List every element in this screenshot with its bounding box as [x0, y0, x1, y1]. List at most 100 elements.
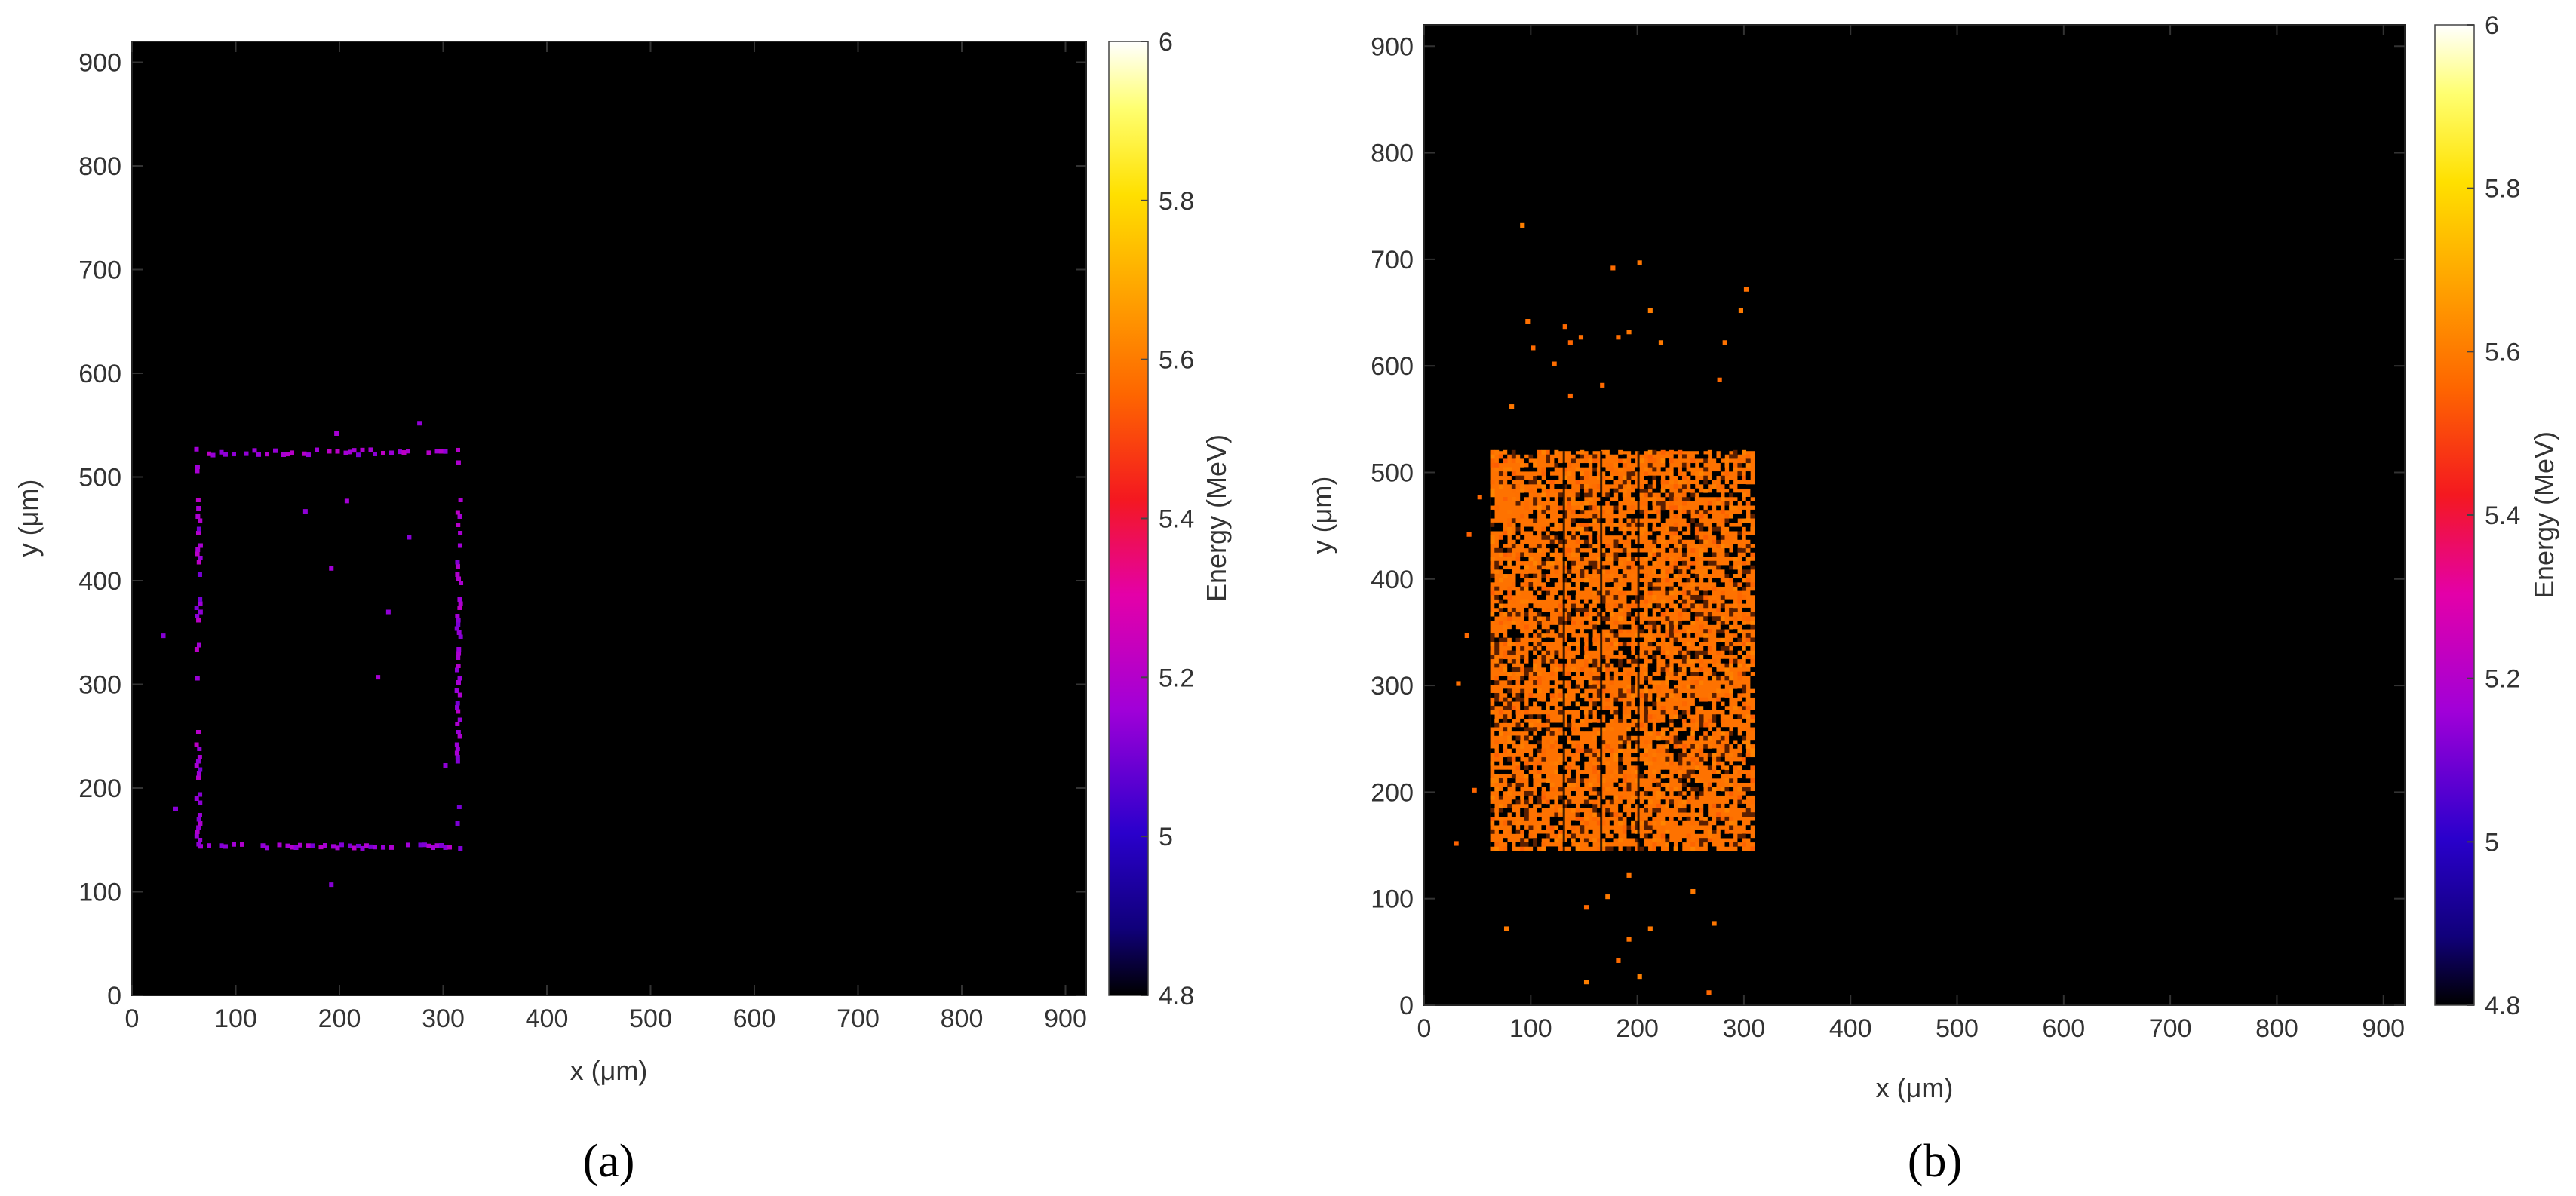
pixel-cell: [1673, 569, 1678, 575]
pixel-cell: [1613, 769, 1619, 774]
pixel-cell: [1707, 761, 1712, 766]
pixel-cell: [1537, 612, 1542, 617]
pixel-cell: [1511, 735, 1516, 741]
pixel-cell: [1639, 624, 1644, 630]
pixel-cell: [1554, 667, 1559, 673]
pixel-cell: [1549, 722, 1555, 728]
pixel-cell: [1596, 756, 1601, 762]
pixel-cell: [1601, 705, 1606, 710]
heat-layer-a: [161, 421, 464, 888]
pixel-cell: [1669, 667, 1674, 673]
pixel-cell: [1537, 722, 1542, 728]
pixel-cell: [1515, 761, 1521, 766]
pixel-cell: [1631, 816, 1636, 821]
pixel-cell: [1558, 531, 1563, 536]
pixel-cell: [1549, 774, 1555, 779]
pixel-cell: [1660, 650, 1666, 655]
pixel-cell: [1656, 684, 1661, 689]
pixel-cell: [1580, 740, 1585, 745]
outlier-point: [407, 535, 412, 540]
pixel-cell: [1622, 714, 1627, 719]
pixel-cell: [1554, 808, 1559, 813]
pixel-cell: [1558, 612, 1563, 617]
pixel-cell: [1686, 833, 1691, 839]
pixel-cell: [1724, 727, 1730, 732]
pixel-cell: [1541, 697, 1546, 702]
pixel-cell: [1720, 607, 1725, 612]
pixel-cell: [1596, 633, 1601, 638]
pixel-cell: [1549, 531, 1555, 536]
pixel-cell: [1596, 505, 1601, 511]
pixel-cell: [1745, 778, 1751, 783]
pixel-cell: [1622, 612, 1627, 617]
pixel-cell: [1737, 535, 1742, 540]
pixel-cell: [1703, 552, 1709, 557]
pixel-cell: [1724, 667, 1730, 673]
pixel-cell: [1537, 475, 1542, 480]
pixel-cell: [1583, 488, 1589, 493]
pixel-cell: [1520, 727, 1525, 732]
pixel-cell: [1707, 782, 1712, 787]
pixel-cell: [1665, 586, 1670, 591]
hit-pixel: [298, 842, 302, 848]
pixel-cell: [1592, 799, 1598, 805]
pixel-cell: [1549, 688, 1555, 694]
pixel-cell: [1631, 684, 1636, 689]
pixel-cell: [1673, 688, 1678, 694]
pixel-cell: [1673, 650, 1678, 655]
pixel-cell: [1511, 471, 1516, 477]
pixel-cell: [1712, 782, 1717, 787]
pixel-cell: [1524, 833, 1529, 839]
pixel-cell: [1750, 560, 1755, 566]
pixel-cell: [1647, 701, 1653, 707]
pixel-cell: [1498, 795, 1503, 800]
pixel-cell: [1490, 787, 1495, 792]
pixel-cell: [1626, 744, 1632, 749]
pixel-cell: [1669, 501, 1674, 506]
pixel-cell: [1622, 680, 1627, 685]
outlier-point: [1712, 921, 1717, 926]
pixel-cell: [1571, 748, 1576, 753]
pixel-cell: [1694, 573, 1699, 578]
pixel-cell: [1690, 565, 1696, 570]
pixel-cell: [1533, 838, 1538, 843]
pixel-cell: [1524, 663, 1529, 668]
pixel-cell: [1546, 744, 1551, 749]
pixel-cell: [1596, 787, 1601, 792]
pixel-cell: [1558, 676, 1563, 681]
pixel-cell: [1729, 820, 1734, 826]
pixel-cell: [1712, 646, 1717, 651]
hit-pixel: [348, 843, 352, 848]
pixel-cell: [1742, 624, 1747, 630]
pixel-cell: [1631, 655, 1636, 660]
pixel-cell: [1720, 603, 1725, 609]
pixel-cell: [1626, 655, 1632, 660]
pixel-cell: [1537, 505, 1542, 511]
pixel-cell: [1733, 684, 1738, 689]
pixel-cell: [1673, 531, 1678, 536]
pixel-cell: [1588, 714, 1593, 719]
pixel-cell: [1515, 735, 1521, 741]
pixel-cell: [1745, 825, 1751, 830]
pixel-cell: [1656, 790, 1661, 796]
pixel-cell: [1729, 505, 1734, 511]
pixel-cell: [1592, 599, 1598, 604]
pixel-cell: [1554, 488, 1559, 493]
pixel-cell: [1622, 590, 1627, 596]
pixel-cell: [1613, 629, 1619, 634]
pixel-cell: [1681, 578, 1687, 583]
pixel-cell: [1716, 820, 1721, 826]
pixel-cell: [1524, 795, 1529, 800]
pixel-cell: [1571, 488, 1576, 493]
pixel-cell: [1681, 620, 1687, 625]
pixel-cell: [1712, 560, 1717, 566]
pixel-cell: [1647, 612, 1653, 617]
pixel-cell: [1644, 761, 1649, 766]
pixel-cell: [1524, 722, 1529, 728]
pixel-cell: [1660, 505, 1666, 511]
pixel-cell: [1618, 705, 1623, 710]
pixel-cell: [1742, 501, 1747, 506]
pixel-cell: [1549, 782, 1555, 787]
pixel-cell: [1601, 816, 1606, 821]
pixel-cell: [1592, 816, 1598, 821]
